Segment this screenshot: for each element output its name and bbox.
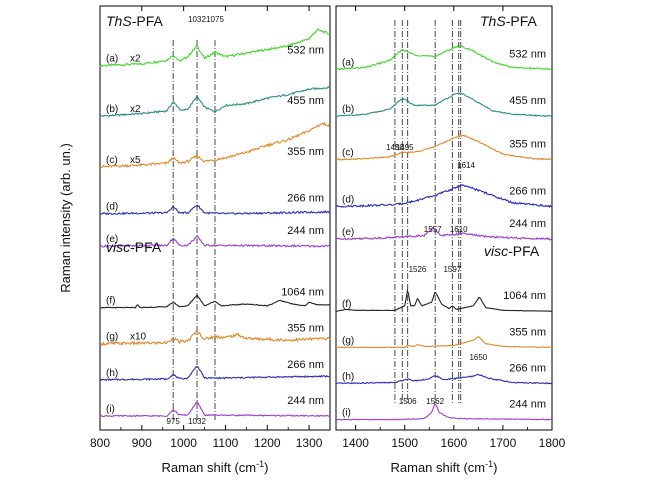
right-panel-title: ThS-PFA — [480, 13, 537, 29]
x-tick-label: 1600 — [440, 436, 467, 450]
peak-position-label: 1526 — [409, 265, 427, 274]
series-name-label: 532 nm — [509, 48, 546, 60]
series-tag-label: (e) — [106, 234, 118, 245]
x-tick-label: 1000 — [170, 436, 197, 450]
series-line-d — [335, 184, 553, 208]
series-multiplier-label: x5 — [130, 155, 141, 166]
series-line-a — [335, 45, 553, 71]
series-line-e — [99, 235, 331, 248]
series-line-f — [100, 294, 331, 309]
peak-position-label: 1557 — [424, 225, 442, 234]
series-name-label: 355 nm — [509, 326, 546, 338]
left-panel-subtitle: visc-PFA — [106, 239, 162, 255]
peak-position-label: 1562 — [426, 397, 444, 406]
series-line-b — [99, 85, 331, 118]
x-tick-label: 1400 — [342, 436, 369, 450]
series-name-label: 1064 nm — [503, 290, 546, 302]
series-line-f — [336, 289, 552, 312]
peak-position-label: 1650 — [469, 353, 487, 362]
series-line-c — [99, 121, 331, 169]
series-tag-label: (g) — [342, 335, 354, 346]
left-panel-title: ThS-PFA — [106, 13, 163, 29]
series-tag-label: (g) — [106, 332, 118, 343]
series-name-label: 266 nm — [287, 359, 324, 371]
series-name-label: 244 nm — [509, 218, 546, 230]
series-name-label: 455 nm — [287, 95, 324, 107]
series-line-a — [99, 28, 331, 68]
x-tick-label: 1300 — [296, 436, 323, 450]
right-panel: (a) 532 nm (b) 455 nm (c) 355 nm (d) 266 nm (e) 2… — [335, 6, 566, 450]
series-tag-label: (c) — [106, 155, 118, 166]
series-line-c — [335, 134, 552, 161]
x-tick-label: 1200 — [254, 436, 281, 450]
peak-position-label: 1495 — [396, 143, 414, 152]
peak-position-label: 1610 — [450, 225, 468, 234]
series-line-b — [335, 91, 553, 118]
left-x-axis-label: Raman shift (cm-1) — [162, 459, 269, 475]
series-line-e — [336, 227, 553, 241]
series-name-label: 244 nm — [287, 395, 324, 407]
peak-position-label: 1032 — [188, 417, 206, 426]
series-name-label: 355 nm — [287, 146, 324, 158]
x-tick-label: 900 — [132, 436, 152, 450]
right-x-axis-label: Raman shift (cm-1) — [391, 459, 498, 475]
series-tag-label: (e) — [342, 227, 354, 238]
x-tick-label: 1800 — [539, 436, 566, 450]
x-tick-label: 1500 — [391, 436, 418, 450]
series-name-label: 244 nm — [287, 225, 324, 237]
series-tag-label: (h) — [342, 371, 354, 382]
series-tag-label: (a) — [106, 54, 118, 65]
series-tag-label: (c) — [342, 148, 354, 159]
series-tag-label: (f) — [106, 296, 115, 307]
series-multiplier-label: x10 — [130, 332, 147, 343]
left-panel-frame — [99, 5, 331, 431]
series-multiplier-label: x2 — [130, 104, 141, 115]
x-tick-label: 1700 — [490, 436, 517, 450]
series-line-g — [335, 336, 553, 349]
peak-position-label: 1614 — [457, 161, 475, 170]
series-tag-label: (h) — [106, 368, 118, 379]
series-name-label: 532 nm — [287, 45, 324, 57]
x-tick-label: 800 — [90, 436, 110, 450]
series-name-label: 244 nm — [509, 399, 546, 411]
series-tag-label: (d) — [342, 195, 354, 206]
series-line-g — [99, 330, 331, 346]
series-tag-label: (i) — [342, 408, 351, 419]
series-multiplier-label: x2 — [130, 54, 141, 65]
series-line-i — [99, 401, 331, 418]
series-tag-label: (b) — [106, 104, 118, 115]
series-tag-label: (a) — [342, 57, 354, 68]
x-tick-label: 1100 — [213, 436, 239, 450]
peak-position-label: 1480 — [386, 143, 404, 152]
right-panel-subtitle: visc-PFA — [484, 243, 540, 259]
series-tag-label: (d) — [106, 202, 118, 213]
peak-position-label: 975 — [167, 417, 181, 426]
peak-position-label: 1075 — [206, 15, 224, 24]
series-name-label: 266 nm — [509, 362, 546, 374]
series-name-label: 355 nm — [509, 139, 546, 151]
series-name-label: 455 nm — [509, 95, 546, 107]
left-panel: (a) x2 532 nm (b) x2 455 nm (c) x5 355 nm (d) 266 … — [90, 6, 331, 450]
series-line-d — [99, 204, 331, 216]
peak-position-label: 1597 — [443, 265, 461, 274]
series-tag-label: (i) — [106, 404, 115, 415]
right-panel-frame — [335, 5, 553, 431]
series-name-label: 266 nm — [287, 193, 324, 205]
series-name-label: 1064 nm — [281, 287, 324, 299]
series-line-h — [100, 365, 331, 382]
peak-position-label: 1032 — [188, 15, 206, 24]
series-line-i — [335, 402, 553, 421]
y-axis-label: Raman intensity (arb. un.) — [58, 143, 73, 293]
series-tag-label: (f) — [342, 299, 351, 310]
series-name-label: 266 nm — [509, 186, 546, 198]
series-tag-label: (b) — [342, 104, 354, 115]
series-name-label: 355 nm — [287, 323, 324, 335]
peak-position-label: 1506 — [399, 397, 417, 406]
series-line-h — [335, 373, 553, 385]
